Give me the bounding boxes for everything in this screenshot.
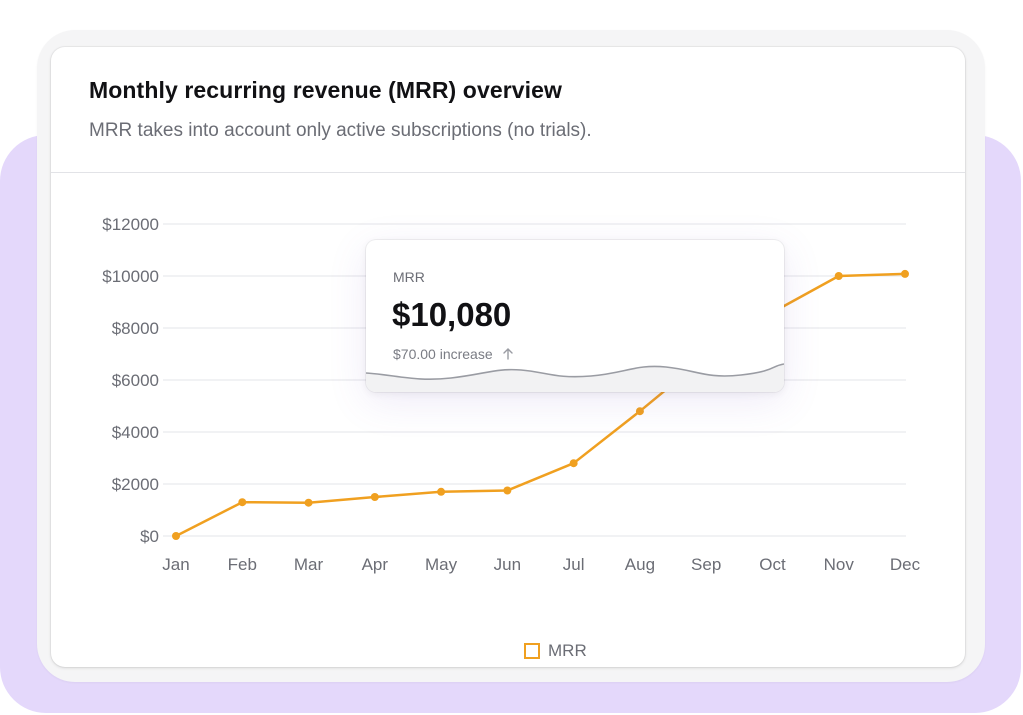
data-point[interactable] (901, 269, 909, 278)
card-title: Monthly recurring revenue (MRR) overview (89, 77, 563, 103)
tooltip-change-text: $70.00 increase (393, 346, 493, 362)
x-tick-label: Jan (162, 555, 189, 574)
x-tick-label: Jul (563, 555, 585, 574)
x-tick-label: Aug (625, 555, 655, 574)
x-tick-label: Nov (824, 555, 855, 574)
x-tick-label: Feb (228, 555, 257, 574)
x-tick-label: Sep (691, 555, 721, 574)
y-tick-label: $4000 (112, 423, 159, 442)
card-header: Monthly recurring revenue (MRR) overview… (51, 47, 965, 173)
data-point[interactable] (503, 486, 512, 495)
y-tick-label: $2000 (112, 475, 159, 494)
y-tick-label: $10000 (102, 267, 159, 286)
data-point[interactable] (834, 272, 843, 280)
legend-label-mrr: MRR (548, 641, 587, 660)
data-point[interactable] (635, 407, 644, 416)
x-tick-label: Apr (362, 555, 389, 574)
data-point[interactable] (304, 498, 313, 507)
chart-legend[interactable]: MRR (524, 641, 587, 661)
data-point[interactable] (172, 532, 180, 540)
legend-swatch-mrr (524, 643, 540, 659)
tooltip-change: $70.00 increase (393, 346, 515, 362)
y-tick-label: $0 (140, 527, 159, 546)
tooltip-value: $10,080 (392, 296, 512, 333)
data-point[interactable] (569, 459, 578, 468)
data-point[interactable] (437, 487, 446, 496)
x-tick-label: Oct (759, 555, 786, 574)
data-point[interactable] (370, 493, 379, 501)
x-tick-label: Dec (890, 555, 921, 574)
arrow-up-icon (502, 348, 513, 360)
tooltip-label: MRR (393, 269, 425, 285)
card-subtitle: MRR takes into account only active subsc… (89, 120, 592, 141)
y-tick-label: $12000 (102, 215, 159, 234)
y-tick-label: $8000 (112, 319, 159, 338)
data-point[interactable] (238, 498, 247, 507)
tooltip-sparkline (366, 363, 784, 392)
x-tick-label: Mar (294, 555, 324, 574)
mrr-tooltip: MRR $10,080 $70.00 increase (366, 240, 784, 392)
x-tick-label: May (425, 555, 458, 574)
y-tick-label: $6000 (112, 371, 159, 390)
x-tick-label: Jun (494, 555, 521, 574)
